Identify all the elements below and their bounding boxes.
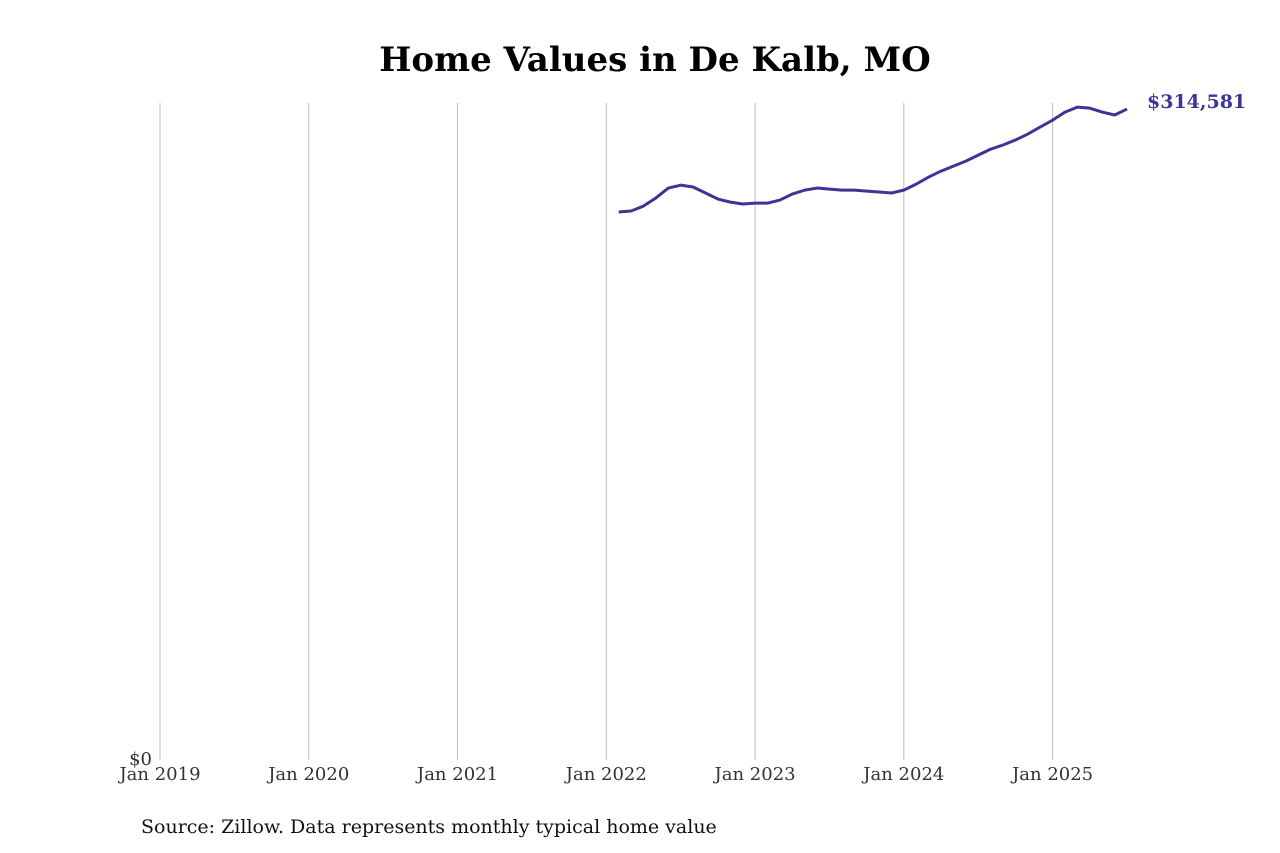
value-label: $314,581 bbox=[1147, 91, 1246, 113]
y-tick-label: $0 bbox=[129, 749, 152, 770]
x-tick-label: Jan 2025 bbox=[1010, 764, 1093, 785]
x-tick-label: Jan 2024 bbox=[861, 764, 944, 785]
x-tick-label: Jan 2021 bbox=[415, 764, 498, 785]
chart-title: Home Values in De Kalb, MO bbox=[379, 40, 930, 80]
x-tick-label: Jan 2023 bbox=[713, 764, 796, 785]
x-tick-label: Jan 2019 bbox=[117, 764, 200, 785]
line-series bbox=[618, 105, 1128, 214]
x-tick-label: Jan 2022 bbox=[564, 764, 647, 785]
x-tick-label: Jan 2020 bbox=[266, 764, 349, 785]
source-note: Source: Zillow. Data represents monthly … bbox=[141, 816, 717, 838]
